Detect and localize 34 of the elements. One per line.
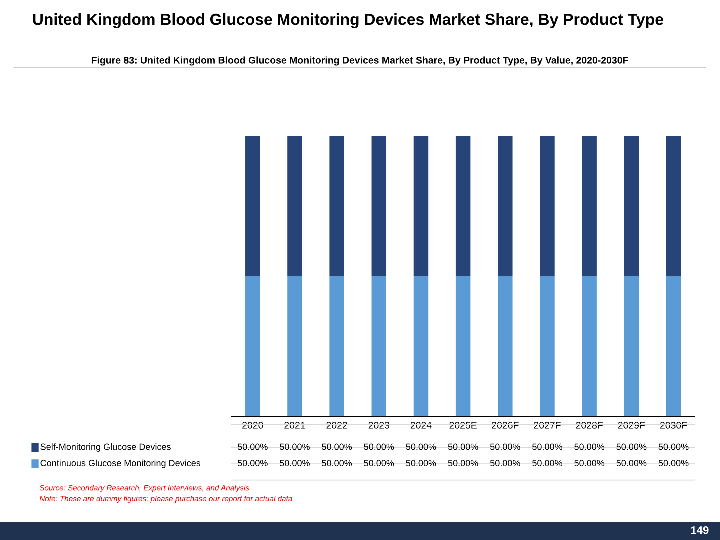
data-label: 50.00% [532, 460, 562, 466]
data-label: 50.00% [280, 460, 310, 466]
legend-label: Continuous Glucose Monitoring Devices [40, 460, 201, 468]
chart-subtitle: Figure 83: United Kingdom Blood Glucose Monitoring Devices Market Share, By Product Type, By Value, 2020-2030F [92, 56, 628, 66]
data-label: 50.00% [532, 444, 562, 450]
data-label: 50.00% [322, 444, 352, 450]
data-label: 50.00% [406, 444, 436, 450]
data-label: 50.00% [658, 460, 689, 466]
x-tick-label: 2030F [660, 422, 688, 429]
data-label: 50.00% [448, 444, 478, 450]
data-label: 50.00% [574, 444, 605, 450]
data-label: 50.00% [406, 460, 436, 466]
data-label: 50.00% [490, 460, 520, 466]
data-label: 50.00% [322, 460, 352, 466]
x-tick-label: 2028F [576, 422, 603, 429]
data-label: 50.00% [658, 444, 689, 450]
legend-label: Self-Monitoring Glucose Devices [40, 444, 171, 452]
x-tick-label: 2025E [450, 422, 477, 429]
text: 149 [691, 526, 709, 534]
data-label: 50.00% [280, 444, 310, 450]
data-label: 50.00% [238, 460, 268, 466]
chart-title: United Kingdom Blood Glucose Monitoring Devices Market Share, By Product Type [33, 14, 664, 28]
x-tick-label: 2021 [284, 422, 306, 429]
data-label: 50.00% [574, 460, 605, 466]
data-label: 50.00% [616, 444, 647, 450]
x-tick-label: 2022 [326, 422, 348, 429]
x-tick-label: 2023 [368, 422, 390, 429]
data-label: 50.00% [238, 444, 268, 450]
data-label: 50.00% [364, 444, 394, 450]
data-label: 50.00% [364, 460, 394, 466]
x-tick-label: 2027F [534, 422, 561, 429]
data-label: 50.00% [490, 444, 520, 450]
data-label: 50.00% [448, 460, 478, 466]
data-label: 50.00% [616, 460, 647, 466]
